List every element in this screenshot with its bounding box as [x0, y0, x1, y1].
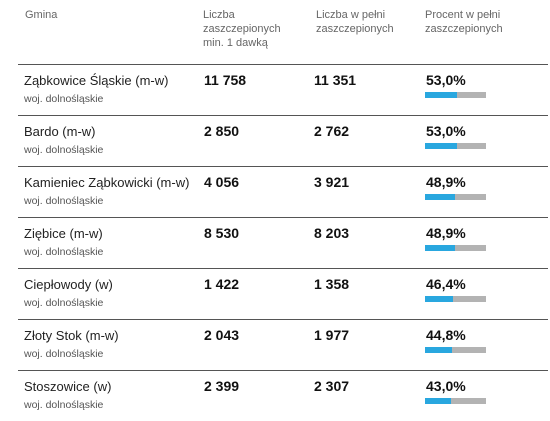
fully-count: 2 762 — [314, 123, 350, 139]
one-dose-count: 1 422 — [204, 276, 240, 292]
table-row: Bardo (m-w) woj. dolnośląskie 2 850 2 76… — [18, 115, 548, 166]
one-dose-count: 8 530 — [204, 225, 240, 241]
column-header-fully[interactable]: Liczba w pełni zaszczepionych — [316, 9, 394, 35]
region-label: woj. dolnośląskie — [24, 144, 104, 156]
fully-count: 1 358 — [314, 276, 350, 292]
percent-bar-fill — [425, 143, 458, 149]
percent-bar — [425, 92, 486, 98]
fully-count: 11 351 — [314, 72, 357, 88]
region-label: woj. dolnośląskie — [24, 399, 104, 411]
percent-value: 44,8% — [426, 327, 466, 343]
percent-bar-fill — [425, 92, 458, 98]
percent-bar-fill — [425, 347, 453, 353]
percent-bar-fill — [425, 245, 455, 251]
percent-bar-fill — [425, 296, 454, 302]
percent-value: 46,4% — [426, 276, 466, 292]
fully-count: 1 977 — [314, 327, 350, 343]
table-row: Ząbkowice Śląskie (m-w) woj. dolnośląski… — [18, 64, 548, 115]
column-header-gmina[interactable]: Gmina — [25, 9, 58, 21]
table-row: Kamieniec Ząbkowicki (m-w) woj. dolnoślą… — [18, 166, 548, 217]
fully-count: 2 307 — [314, 378, 350, 394]
percent-value: 48,9% — [426, 225, 466, 241]
percent-bar — [425, 398, 486, 404]
gmina-name: Ziębice (m-w) — [24, 226, 103, 241]
percent-value: 43,0% — [426, 378, 466, 394]
region-label: woj. dolnośląskie — [24, 93, 104, 105]
fully-count: 8 203 — [314, 225, 350, 241]
percent-bar-fill — [425, 398, 452, 404]
percent-bar — [425, 347, 486, 353]
column-header-one-dose[interactable]: Liczba zaszczepionych min. 1 dawką — [203, 9, 281, 49]
gmina-name: Złoty Stok (m-w) — [24, 328, 119, 343]
percent-value: 53,0% — [426, 123, 466, 139]
percent-bar — [425, 194, 486, 200]
gmina-name: Ciepłowody (w) — [24, 277, 113, 292]
table-row: Stoszowice (w) woj. dolnośląskie 2 399 2… — [18, 370, 548, 421]
percent-value: 53,0% — [426, 72, 466, 88]
fully-count: 3 921 — [314, 174, 350, 190]
table-row: Złoty Stok (m-w) woj. dolnośląskie 2 043… — [18, 319, 548, 370]
column-header-percent[interactable]: Procent w pełni zaszczepionych — [425, 9, 503, 35]
one-dose-count: 11 758 — [204, 72, 247, 88]
region-label: woj. dolnośląskie — [24, 297, 104, 309]
percent-bar-fill — [425, 194, 455, 200]
region-label: woj. dolnośląskie — [24, 246, 104, 258]
gmina-name: Kamieniec Ząbkowicki (m-w) — [24, 175, 190, 190]
one-dose-count: 4 056 — [204, 174, 240, 190]
percent-value: 48,9% — [426, 174, 466, 190]
gmina-name: Stoszowice (w) — [24, 379, 112, 394]
gmina-name: Bardo (m-w) — [24, 124, 96, 139]
one-dose-count: 2 399 — [204, 378, 240, 394]
table-row: Ciepłowody (w) woj. dolnośląskie 1 422 1… — [18, 268, 548, 319]
percent-bar — [425, 143, 486, 149]
percent-bar — [425, 245, 486, 251]
table-row: Ziębice (m-w) woj. dolnośląskie 8 530 8 … — [18, 217, 548, 268]
table-header: Gmina Liczba zaszczepionych min. 1 dawką… — [0, 0, 550, 64]
one-dose-count: 2 043 — [204, 327, 240, 343]
region-label: woj. dolnośląskie — [24, 195, 104, 207]
gmina-name: Ząbkowice Śląskie (m-w) — [24, 73, 169, 88]
one-dose-count: 2 850 — [204, 123, 240, 139]
percent-bar — [425, 296, 486, 302]
region-label: woj. dolnośląskie — [24, 348, 104, 360]
